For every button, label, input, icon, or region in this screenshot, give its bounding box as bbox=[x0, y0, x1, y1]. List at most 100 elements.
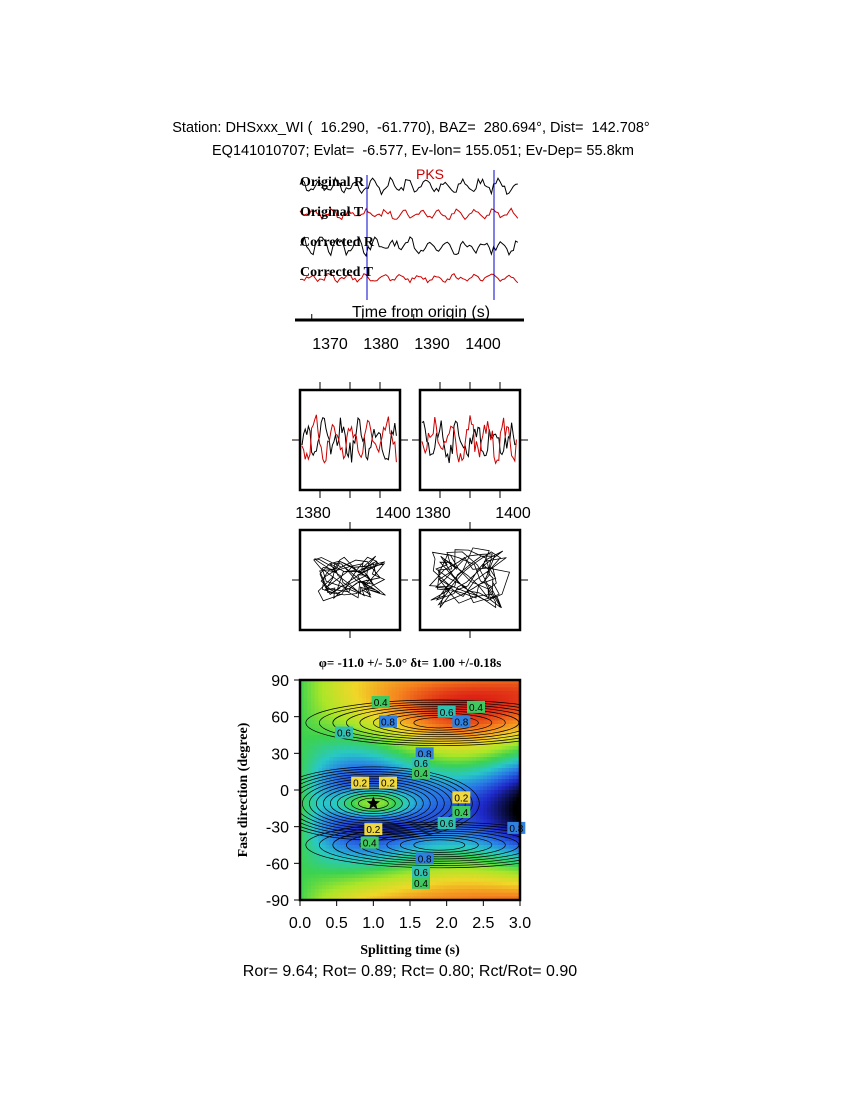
heatmap-cell bbox=[487, 889, 492, 894]
heatmap-cell bbox=[417, 702, 422, 707]
heatmap-cell bbox=[314, 801, 319, 806]
heatmap-cell bbox=[439, 760, 444, 765]
heatmap-cell bbox=[369, 749, 374, 754]
heatmap-cell bbox=[311, 724, 316, 729]
heatmap-cell bbox=[424, 790, 429, 795]
heatmap-cell bbox=[410, 786, 415, 791]
heatmap-cell bbox=[307, 808, 312, 813]
heatmap-cell bbox=[483, 716, 488, 721]
heatmap-cell bbox=[465, 867, 470, 872]
heatmap-cell bbox=[472, 837, 477, 842]
heatmap-cell bbox=[384, 889, 389, 894]
heatmap-cell bbox=[417, 797, 422, 802]
heatmap-cell bbox=[439, 687, 444, 692]
heatmap-cell bbox=[413, 892, 418, 897]
heatmap-cell bbox=[399, 760, 404, 765]
heatmap-cell bbox=[417, 819, 422, 824]
heatmap-cell bbox=[303, 782, 308, 787]
heatmap-cell bbox=[501, 713, 506, 718]
heatmap-cell bbox=[487, 812, 492, 817]
heatmap-cell bbox=[362, 691, 367, 696]
heatmap-cell bbox=[501, 841, 506, 846]
heatmap-cell bbox=[307, 856, 312, 861]
heatmap-cell bbox=[446, 812, 451, 817]
heatmap-cell bbox=[325, 716, 330, 721]
heatmap-cell bbox=[465, 834, 470, 839]
heatmap-cell bbox=[377, 746, 382, 751]
heatmap-cell bbox=[432, 724, 437, 729]
heatmap-cell bbox=[388, 885, 393, 890]
heatmap-cell bbox=[391, 870, 396, 875]
heatmap-cell bbox=[344, 889, 349, 894]
heatmap-cell bbox=[358, 735, 363, 740]
heatmap-cell bbox=[322, 742, 327, 747]
heatmap-cell bbox=[476, 841, 481, 846]
heatmap-cell bbox=[468, 859, 473, 864]
heatmap-cell bbox=[325, 702, 330, 707]
heatmap-cell bbox=[410, 716, 415, 721]
heatmap-cell bbox=[373, 716, 378, 721]
heatmap-cell bbox=[505, 709, 510, 714]
heatmap-cell bbox=[512, 746, 517, 751]
heatmap-cell bbox=[362, 848, 367, 853]
heatmap-cell bbox=[509, 889, 514, 894]
heatmap-cell bbox=[355, 812, 360, 817]
heatmap-cell bbox=[450, 757, 455, 762]
heatmap-cell bbox=[399, 746, 404, 751]
heatmap-cell bbox=[347, 705, 352, 710]
heatmap-cell bbox=[494, 731, 499, 736]
heatmap-cell bbox=[505, 753, 510, 758]
heatmap-cell bbox=[380, 845, 385, 850]
heatmap-cell bbox=[325, 687, 330, 692]
heatmap-cell bbox=[461, 852, 466, 857]
heatmap-cell bbox=[432, 841, 437, 846]
heatmap-cell bbox=[311, 691, 316, 696]
heatmap-cell bbox=[505, 870, 510, 875]
heatmap-cell bbox=[318, 863, 323, 868]
heatmap-cell bbox=[435, 760, 440, 765]
heatmap-cell bbox=[344, 819, 349, 824]
heatmap-cell bbox=[366, 801, 371, 806]
heatmap-cell bbox=[512, 757, 517, 762]
heatmap-cell bbox=[399, 881, 404, 886]
heatmap-cell bbox=[483, 779, 488, 784]
heatmap-cell bbox=[465, 841, 470, 846]
heatmap-cell bbox=[373, 870, 378, 875]
heatmap-cell bbox=[406, 687, 411, 692]
heatmap-cell bbox=[329, 830, 334, 835]
heatmap-cell bbox=[322, 702, 327, 707]
heatmap-cell bbox=[476, 713, 481, 718]
y-tick-label: 30 bbox=[271, 746, 289, 763]
heatmap-cell bbox=[391, 878, 396, 883]
heatmap-cell bbox=[498, 837, 503, 842]
heatmap-cell bbox=[325, 738, 330, 743]
heatmap-cell bbox=[311, 856, 316, 861]
heatmap-cell bbox=[340, 896, 345, 900]
heatmap-cell bbox=[428, 896, 433, 900]
heatmap-cell bbox=[443, 834, 448, 839]
heatmap-cell bbox=[399, 738, 404, 743]
heatmap-cell bbox=[450, 885, 455, 890]
heatmap-cell bbox=[307, 757, 312, 762]
heatmap-cell bbox=[362, 698, 367, 703]
heatmap-cell bbox=[303, 812, 308, 817]
heatmap-cell bbox=[413, 720, 418, 725]
heatmap-cell bbox=[344, 687, 349, 692]
heatmap-cell bbox=[395, 683, 400, 688]
heatmap-cell bbox=[472, 889, 477, 894]
heatmap-cell bbox=[483, 705, 488, 710]
heatmap-cell bbox=[369, 819, 374, 824]
heatmap-cell bbox=[461, 859, 466, 864]
heatmap-cell bbox=[333, 852, 338, 857]
heatmap-cell bbox=[311, 698, 316, 703]
heatmap-cell bbox=[358, 694, 363, 699]
heatmap-cell bbox=[355, 870, 360, 875]
heatmap-cell bbox=[358, 790, 363, 795]
heatmap-cell bbox=[501, 874, 506, 879]
heatmap-cell bbox=[344, 863, 349, 868]
heatmap-cell bbox=[439, 683, 444, 688]
heatmap-cell bbox=[417, 727, 422, 732]
heatmap-cell bbox=[340, 768, 345, 773]
heatmap-cell bbox=[351, 848, 356, 853]
heatmap-cell bbox=[329, 735, 334, 740]
